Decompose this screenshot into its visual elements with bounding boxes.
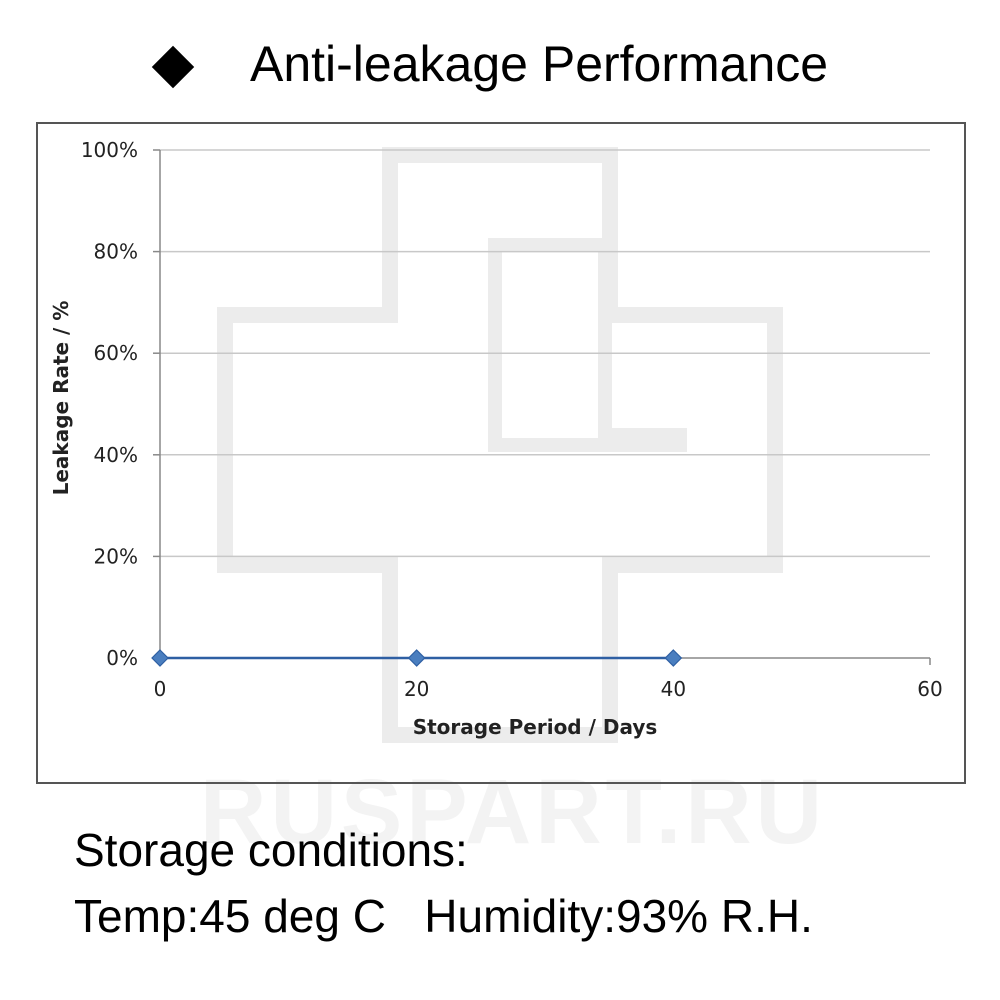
- x-tick-label: 20: [404, 677, 429, 701]
- x-tick-label: 0: [154, 677, 167, 701]
- y-tick-label: 0%: [106, 646, 138, 670]
- data-point-marker: [151, 649, 169, 667]
- leakage-chart: 0% 20% 40% 60% 80% 100% 0 20 40 60 Storage Perio…: [49, 138, 943, 739]
- x-tick-label: 40: [661, 677, 686, 701]
- chart-frame: 0% 20% 40% 60% 80% 100% 0 20 40 60 Storage Perio…: [36, 122, 966, 784]
- page-title: Anti-leakage Performance: [250, 36, 829, 92]
- title-row: Anti-leakage Performance: [0, 28, 1000, 98]
- data-point-marker: [407, 649, 426, 667]
- watermark-cross-icon: [217, 147, 783, 743]
- y-tick-label: 40%: [94, 443, 138, 467]
- data-point-marker: [664, 649, 683, 667]
- watermark-text: RUSPART.RU: [200, 761, 827, 863]
- x-tick-label: 60: [917, 677, 942, 701]
- y-tick-label: 100%: [81, 138, 138, 162]
- storage-conditions-heading: Storage conditions:: [74, 824, 468, 876]
- y-tick-label: 20%: [94, 544, 138, 568]
- y-axis-label: Leakage Rate / %: [49, 301, 73, 496]
- storage-conditions-values: Temp:45 deg C Humidity:93% R.H.: [74, 890, 813, 942]
- y-tick-label: 80%: [94, 240, 138, 264]
- diamond-bullet-icon: [151, 45, 195, 89]
- x-axis-label: Storage Period / Days: [413, 715, 658, 739]
- y-tick-label: 60%: [94, 341, 138, 365]
